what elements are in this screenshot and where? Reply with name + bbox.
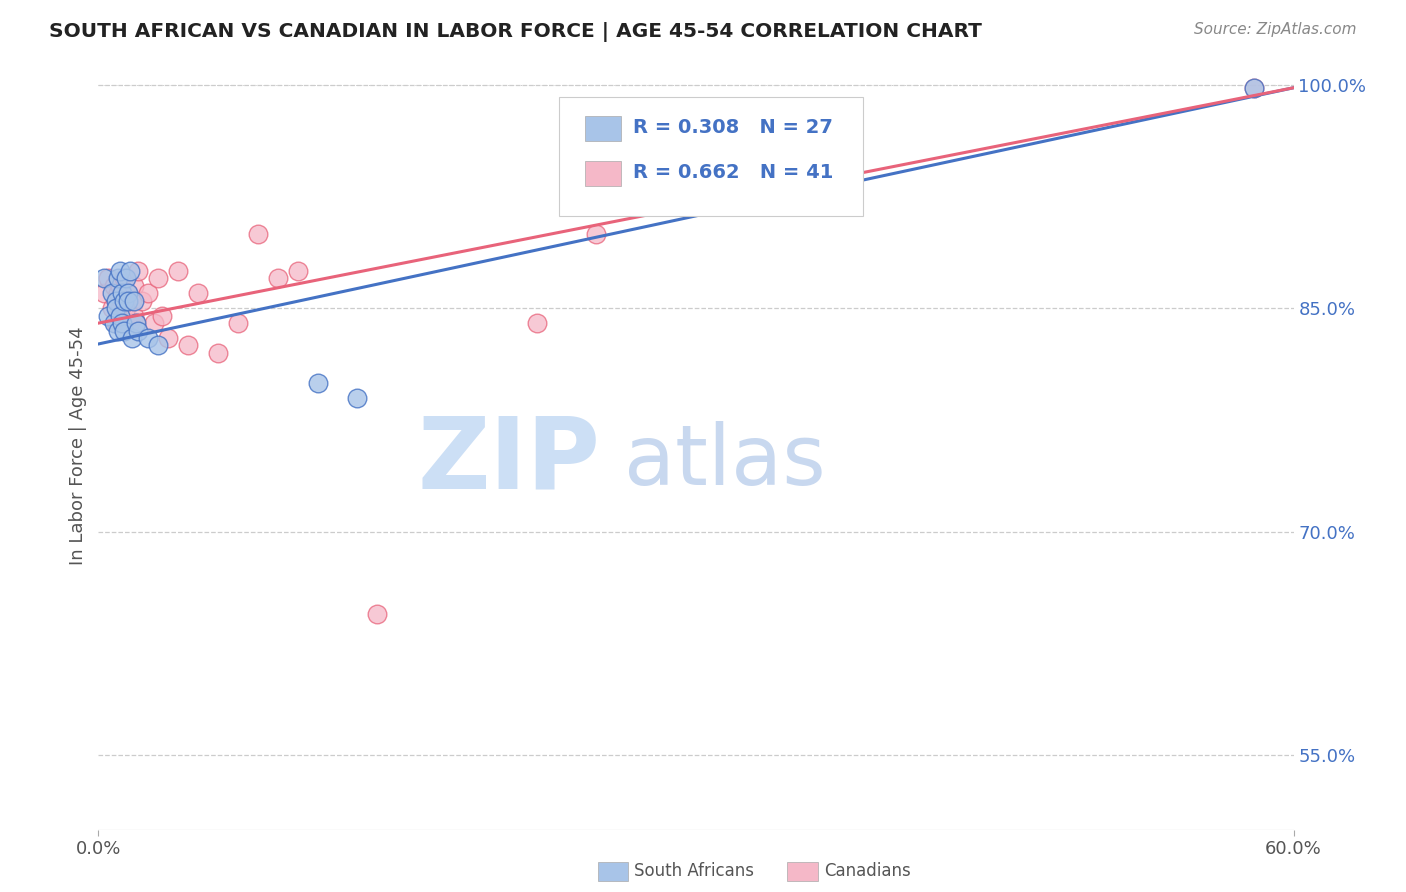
FancyBboxPatch shape [558, 97, 863, 216]
Point [267, 271, 290, 285]
Point [115, 301, 138, 316]
Point [187, 286, 209, 301]
Point [124, 293, 146, 308]
Point [110, 278, 132, 293]
Point [112, 293, 135, 308]
Point [105, 316, 128, 330]
Point [111, 316, 134, 330]
Point [107, 271, 129, 285]
Point [107, 286, 129, 301]
Point [112, 293, 135, 308]
Point [111, 286, 134, 301]
Point [105, 301, 128, 316]
Point [107, 324, 129, 338]
Point [307, 376, 329, 390]
Point [107, 309, 129, 323]
Point [120, 316, 142, 330]
Point [112, 271, 135, 285]
Point [97, 309, 120, 323]
Point [125, 316, 148, 330]
Text: Canadians: Canadians [824, 863, 911, 880]
Text: South Africans: South Africans [634, 863, 754, 880]
Text: Source: ZipAtlas.com: Source: ZipAtlas.com [1194, 22, 1357, 37]
Point [105, 293, 128, 308]
Point [103, 278, 125, 293]
Point [131, 293, 153, 308]
Point [112, 324, 135, 338]
Point [143, 316, 166, 330]
Point [287, 264, 309, 278]
Point [105, 293, 128, 308]
Bar [585, 116, 620, 142]
Point [157, 331, 180, 345]
Point [148, 338, 170, 352]
Point [120, 264, 142, 278]
Point [97, 271, 120, 285]
Text: SOUTH AFRICAN VS CANADIAN IN LABOR FORCE | AGE 45-54 CORRELATION CHART: SOUTH AFRICAN VS CANADIAN IN LABOR FORCE… [49, 22, 981, 42]
Point [117, 286, 139, 301]
Point [93, 271, 115, 285]
Y-axis label: In Labor Force | Age 45-54: In Labor Force | Age 45-54 [69, 326, 87, 566]
Point [1243, 80, 1265, 95]
Text: ZIP: ZIP [418, 413, 600, 510]
Point [110, 309, 132, 323]
Point [110, 264, 132, 278]
Point [136, 331, 159, 345]
Point [111, 293, 134, 308]
Point [103, 316, 125, 330]
Point [177, 338, 200, 352]
Point [110, 301, 132, 316]
Point [226, 316, 249, 330]
Bar [585, 161, 620, 186]
Point [93, 286, 115, 301]
Point [346, 391, 368, 405]
Point [124, 309, 146, 323]
Point [125, 316, 148, 330]
Point [115, 271, 138, 285]
Point [585, 227, 607, 241]
Point [1243, 80, 1265, 95]
Point [246, 227, 269, 241]
Point [121, 331, 143, 345]
Point [148, 271, 170, 285]
Point [117, 293, 139, 308]
Point [121, 293, 143, 308]
Point [101, 286, 124, 301]
Point [117, 293, 139, 308]
Point [101, 301, 124, 316]
Point [167, 264, 190, 278]
Point [127, 264, 149, 278]
Point [124, 278, 146, 293]
Point [117, 286, 139, 301]
Point [127, 324, 149, 338]
Point [366, 607, 388, 621]
Point [111, 316, 134, 330]
Point [207, 346, 229, 360]
Point [526, 316, 548, 330]
Text: atlas: atlas [624, 421, 825, 502]
Point [136, 286, 159, 301]
Point [150, 309, 173, 323]
Text: R = 0.308   N = 27: R = 0.308 N = 27 [633, 118, 832, 137]
Text: R = 0.662   N = 41: R = 0.662 N = 41 [633, 162, 832, 182]
